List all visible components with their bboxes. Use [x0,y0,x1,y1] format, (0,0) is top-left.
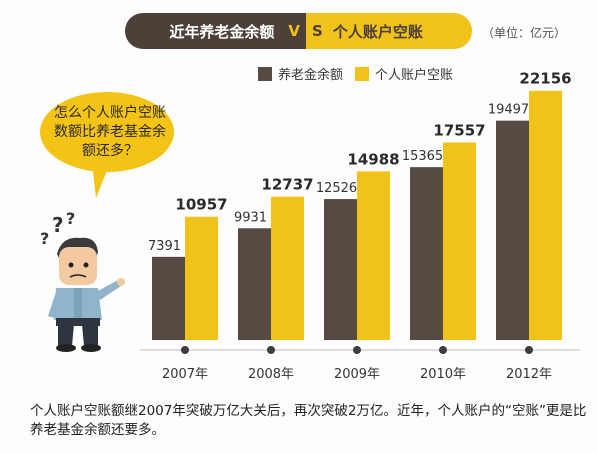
legend-item-personal: 个人账户空账 [355,64,453,83]
data-label-pension-3: 15365 [402,149,443,164]
title-vs-s: S [312,22,323,40]
x-tick-label-1: 2008年 [248,367,294,382]
data-label-personal-4: 22156 [519,70,571,88]
legend-item-pension: 养老金余额 [258,64,343,83]
bar-personal-4 [529,90,562,341]
unit-label: （单位：亿元） [482,26,567,40]
bar-pension-2 [324,199,357,340]
data-label-personal-0: 10957 [175,196,227,214]
bar-pension-1 [238,228,271,340]
tick-dot-1 [267,346,275,354]
data-label-pension-1: 9931 [234,210,267,225]
legend: 养老金余额 个人账户空账 [258,64,465,83]
tick-dot-4 [525,346,533,354]
legend-swatch-gold [355,66,370,81]
caption-text: 个人账户空账额继2007年突破万亿大关后，再次突破2万亿。近年，个人账户的“空账… [30,403,587,438]
title-right-text: 个人账户空账 [332,22,423,41]
tick-dot-0 [181,346,189,354]
bubble-text: 怎么个人账户空账数额比养老基金余额还多？ [54,105,166,159]
svg-text:?: ? [52,213,64,237]
x-tick-label-0: 2007年 [162,367,208,382]
x-tick-label-3: 2010年 [420,367,466,382]
title-vs-v: V [288,22,300,40]
x-tick-label-2: 2009年 [334,367,380,382]
data-label-personal-2: 14988 [347,150,399,168]
tick-dot-2 [353,346,361,354]
bar-personal-1 [271,196,304,340]
bar-personal-2 [357,171,390,340]
data-label-pension-2: 12526 [316,181,357,196]
speech-bubble [40,92,174,172]
title-right: S 个人账户空账 [306,13,472,49]
legend-label-pension: 养老金余额 [278,68,344,83]
data-label-pension-4: 19497 [488,103,529,118]
data-label-pension-0: 7391 [148,239,181,254]
x-tick-label-4: 2012年 [506,367,552,382]
bar-pension-3 [410,167,443,340]
tick-dot-3 [439,346,447,354]
data-label-personal-1: 12737 [261,176,313,194]
bar-personal-0 [185,216,218,340]
legend-label-personal: 个人账户空账 [375,68,454,83]
title-left: 近年养老金余额 V [125,13,306,49]
legend-swatch-dark [258,66,272,81]
data-label-personal-3: 17557 [433,121,485,139]
svg-text:?: ? [66,209,75,228]
bar-pension-4 [496,120,529,340]
title-banner: 近年养老金余额 V S 个人账户空账 [125,13,472,49]
bar-personal-3 [443,142,476,340]
bar-pension-0 [152,256,185,340]
svg-text:?: ? [40,229,49,248]
title-left-text: 近年养老金余额 [169,22,275,41]
